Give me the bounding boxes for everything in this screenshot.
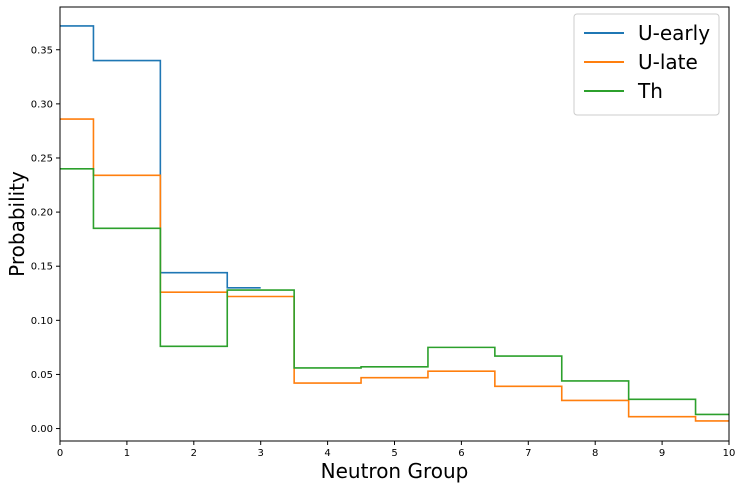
x-tick-label: 4 [324,448,330,459]
y-tick-label: 0.20 [31,208,53,219]
x-tick-label: 3 [258,448,264,459]
legend-label: U-late [638,50,698,74]
x-tick-label: 9 [659,448,665,459]
x-axis-label: Neutron Group [321,459,469,483]
x-tick-label: 6 [458,448,464,459]
legend-label: U-early [638,21,710,45]
x-tick-label: 0 [57,448,63,459]
y-axis-ticks: 0.00 0.05 0.10 0.15 0.20 0.25 0.30 0.35 [31,45,60,435]
legend-label: Th [637,79,663,103]
y-tick-label: 0.15 [31,262,53,273]
series-line-u-early [60,25,261,289]
y-tick-label: 0.05 [31,370,53,381]
legend: U-early U-late Th [573,13,720,116]
x-tick-label: 7 [525,448,531,459]
x-axis-ticks: 0 1 2 3 4 5 6 7 8 9 10 [57,441,736,459]
legend-box [573,13,720,116]
x-tick-label: 1 [124,448,130,459]
y-tick-label: 0.00 [31,424,53,435]
y-tick-label: 0.10 [31,316,53,327]
x-tick-label: 10 [723,448,736,459]
y-tick-label: 0.30 [31,99,53,110]
x-tick-label: 5 [391,448,397,459]
series-layer [60,25,729,422]
series-line-th [60,168,729,416]
x-tick-label: 8 [592,448,598,459]
y-tick-label: 0.25 [31,153,53,164]
y-tick-label: 0.35 [31,45,53,56]
x-tick-label: 2 [191,448,197,459]
y-axis-label: Probability [5,171,29,277]
